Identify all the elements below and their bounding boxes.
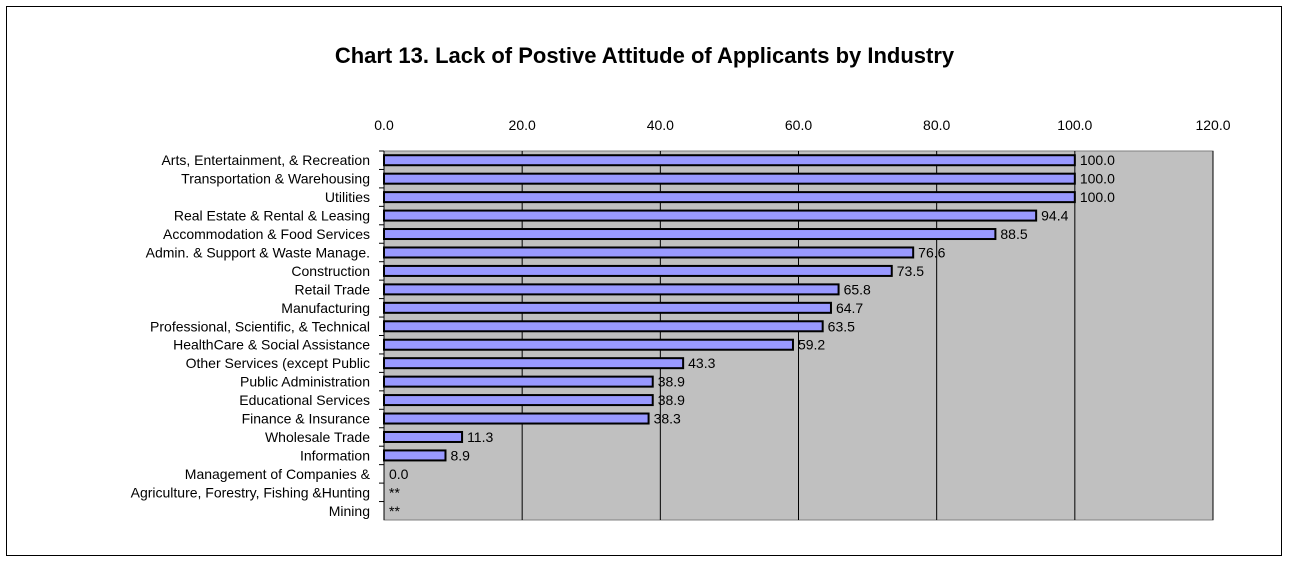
data-label-professional-scientific-technical: 63.5 [828,318,855,334]
category-label-management-of-companies: Management of Companies & [185,466,371,482]
category-label-agriculture-forestry-fishing-hunting: Agriculture, Forestry, Fishing &Hunting [131,484,370,500]
category-label-retail-trade: Retail Trade [295,281,371,297]
category-label-finance-insurance: Finance & Insurance [242,411,371,427]
data-label-healthcare-social-assistance: 59.2 [798,337,825,353]
x-tick-label-60-0: 60.0 [785,117,812,133]
bar-accommodation-food-services [383,228,997,241]
bar-educational-services [383,394,654,407]
data-label-admin-support-waste-manage: 76.6 [918,244,945,260]
data-label-management-of-companies: 0.0 [389,466,409,482]
data-label-finance-insurance: 38.3 [654,411,681,427]
x-tick-label-120-0: 120.0 [1195,117,1230,133]
category-label-mining: Mining [329,503,370,519]
category-label-transportation-warehousing: Transportation & Warehousing [181,171,370,187]
category-label-real-estate-rental-leasing: Real Estate & Rental & Leasing [174,208,370,224]
category-label-admin-support-waste-manage: Admin. & Support & Waste Manage. [146,244,370,260]
bar-healthcare-social-assistance [383,338,794,351]
data-label-wholesale-trade: 11.3 [467,429,493,445]
bar-retail-trade [383,283,840,296]
x-tick-label-40-0: 40.0 [647,117,674,133]
category-label-educational-services: Educational Services [239,392,370,408]
bar-professional-scientific-technical [383,320,824,333]
data-label-educational-services: 38.9 [658,392,685,408]
data-label-transportation-warehousing: 100.0 [1080,171,1115,187]
bar-transportation-warehousing [383,172,1076,185]
x-tick-label-0-0: 0.0 [374,117,394,133]
data-label-information: 8.9 [450,447,470,463]
data-label-construction: 73.5 [897,263,924,279]
bar-admin-support-waste-manage [383,246,915,259]
category-label-arts-entertainment-recreation: Arts, Entertainment, & Recreation [161,152,370,168]
bar-public-administration [383,375,654,388]
bar-wholesale-trade [383,430,464,443]
data-label-real-estate-rental-leasing: 94.4 [1041,208,1068,224]
category-label-public-administration: Public Administration [240,374,370,390]
category-label-information: Information [300,447,370,463]
category-label-professional-scientific-technical: Professional, Scientific, & Technical [150,318,370,334]
chart-title: Chart 13. Lack of Postive Attitude of Ap… [334,43,955,68]
data-label-retail-trade: 65.8 [844,281,871,297]
category-label-wholesale-trade: Wholesale Trade [265,429,370,445]
data-label-manufacturing: 64.7 [836,300,863,316]
bar-construction [383,264,893,277]
category-label-manufacturing: Manufacturing [281,300,370,316]
bar-finance-insurance [383,412,650,425]
data-label-mining: ** [389,503,400,519]
category-label-other-services-except-public: Other Services (except Public [186,355,370,371]
category-label-healthcare-social-assistance: HealthCare & Social Assistance [173,337,370,353]
data-label-public-administration: 38.9 [658,374,685,390]
bar-manufacturing [383,301,832,314]
bar-arts-entertainment-recreation [383,154,1076,167]
x-tick-label-20-0: 20.0 [509,117,536,133]
bar-utilities [383,191,1076,204]
bar-real-estate-rental-leasing [383,209,1038,222]
data-label-utilities: 100.0 [1080,189,1115,205]
category-label-construction: Construction [291,263,370,279]
x-tick-label-80-0: 80.0 [923,117,950,133]
data-label-arts-entertainment-recreation: 100.0 [1080,152,1115,168]
bar-information [383,449,447,462]
data-label-agriculture-forestry-fishing-hunting: ** [389,484,400,500]
bar-other-services-except-public [383,357,685,370]
x-tick-label-100-0: 100.0 [1057,117,1092,133]
data-label-accommodation-food-services: 88.5 [1000,226,1027,242]
data-label-other-services-except-public: 43.3 [688,355,715,371]
category-label-utilities: Utilities [325,189,370,205]
category-label-accommodation-food-services: Accommodation & Food Services [163,226,370,242]
